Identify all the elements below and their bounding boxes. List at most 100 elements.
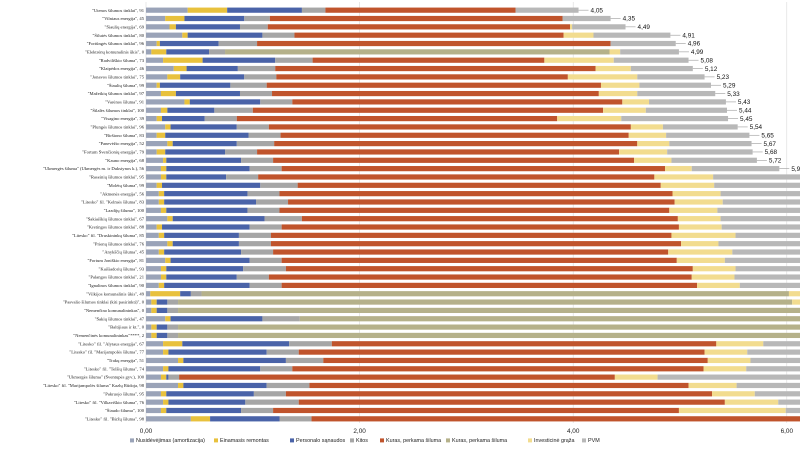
bar-segment <box>230 82 267 88</box>
bar-segment <box>162 182 261 188</box>
bar-segment <box>243 266 286 272</box>
bar-segment <box>166 407 242 414</box>
total-value-label: 5,93 <box>791 166 800 173</box>
total-value-label: 5,45 <box>740 116 753 123</box>
bar-segment <box>634 157 672 163</box>
bar-segment <box>156 299 168 305</box>
bar-segment <box>146 241 168 247</box>
bar-segment <box>637 74 705 80</box>
total-value-label: 5,33 <box>727 91 740 98</box>
bar-segment <box>166 374 169 380</box>
bar-segment <box>160 90 176 97</box>
category-label: "Ukmergės šiluma" (Ukmergės m. ir Duksty… <box>43 166 145 172</box>
bar-segment <box>258 174 655 180</box>
bar-segment <box>160 207 167 213</box>
bar-segment <box>244 74 277 80</box>
bar-segment <box>562 15 611 22</box>
bar-segment <box>289 341 332 347</box>
bar-segment <box>721 224 800 230</box>
bar-segment <box>610 40 676 47</box>
legend-entry-label: Personalo sąnaudos <box>296 438 345 444</box>
bar-segment <box>160 174 167 180</box>
bar-segment <box>165 132 249 138</box>
bar-segment <box>167 299 179 305</box>
bar-segment <box>266 82 601 88</box>
bar-segment <box>166 157 242 163</box>
bar-segment <box>146 15 166 22</box>
legend-swatch <box>214 438 218 443</box>
category-label: "Fortum Švenčionių energija", 79 <box>82 150 145 156</box>
bar-segment <box>146 141 168 147</box>
category-label: "Litesko" fil. "Telšių šiluma", 74 <box>84 366 145 372</box>
legend-entry-label: Investicinė grąža <box>534 438 574 444</box>
bar-segment <box>204 115 237 122</box>
bar-segment <box>159 40 219 47</box>
bar-segment <box>778 399 800 405</box>
bar-segment <box>164 191 248 197</box>
bar-segment <box>298 349 705 355</box>
x-tick-label: 2,00 <box>353 428 366 435</box>
bar-segment <box>164 282 250 288</box>
bar-segment <box>249 257 282 263</box>
bar-segment <box>151 332 157 339</box>
bar-segment <box>160 407 167 414</box>
category-label: "Mažeikių šilumos tinklai", 97 <box>88 91 145 97</box>
bar-segment <box>249 166 282 172</box>
bar-segment <box>598 90 638 97</box>
category-label: "Fortūngės šilumos tinklai", 96 <box>87 41 145 47</box>
bar-segment <box>260 99 293 105</box>
bar-segment <box>179 374 615 380</box>
bar-segment <box>595 65 631 72</box>
bar-segment <box>183 382 267 389</box>
bar-segment <box>236 124 269 130</box>
bar-segment <box>238 241 271 247</box>
bar-segment <box>146 324 152 330</box>
bar-segment <box>166 391 254 397</box>
bar-segment <box>225 149 258 155</box>
bar-segment <box>172 216 265 222</box>
bar-segment <box>557 115 622 122</box>
bar-segment <box>178 357 184 364</box>
category-label: "Litesko" fil. "Marijampolės šiluma" Kaz… <box>43 383 145 389</box>
total-value-label: 4,96 <box>688 41 701 48</box>
bar-segment <box>178 382 184 389</box>
bar-segment <box>734 274 800 280</box>
bar-segment <box>309 382 689 389</box>
category-label: "Palangos šilumos tinklai", 21 <box>88 275 144 281</box>
bar-segment <box>248 132 281 138</box>
category-label: "Kaišiadorių šiluma", 93 <box>99 266 145 272</box>
legend-entry-label: Nusidėvėjimas (amortizacija) <box>136 438 205 444</box>
total-value-label: 5,65 <box>761 132 774 139</box>
bar-segment <box>146 291 151 297</box>
bar-segment <box>692 266 736 272</box>
bar-segment <box>325 7 516 13</box>
category-label: "Kauno energija", 68 <box>105 158 144 164</box>
bar-segment <box>713 174 800 180</box>
category-label: "Fortum Joniškio energija", 81 <box>88 258 145 264</box>
bar-segment <box>262 32 295 38</box>
total-value-label: 5,12 <box>705 66 718 73</box>
bar-segment <box>160 166 167 172</box>
bar-segment <box>654 174 714 180</box>
bar-segment <box>146 282 159 288</box>
bar-segment <box>620 49 679 55</box>
bar-segment <box>660 182 715 188</box>
bar-segment <box>146 149 157 155</box>
bar-segment <box>150 291 181 297</box>
bar-segment <box>630 124 663 130</box>
bar-segment <box>237 65 276 72</box>
bar-segment <box>186 65 238 72</box>
bar-segment <box>146 299 152 305</box>
bar-segment <box>146 357 179 364</box>
bar-segment <box>268 274 692 280</box>
bar-segment <box>301 216 678 222</box>
bar-segment <box>156 307 168 314</box>
bar-segment <box>275 57 313 63</box>
bar-segment <box>637 141 670 147</box>
bar-segment <box>697 282 740 288</box>
bar-segment <box>754 391 800 397</box>
bar-segment <box>671 232 736 238</box>
bar-segment <box>173 65 187 72</box>
bar-segment <box>736 382 800 389</box>
